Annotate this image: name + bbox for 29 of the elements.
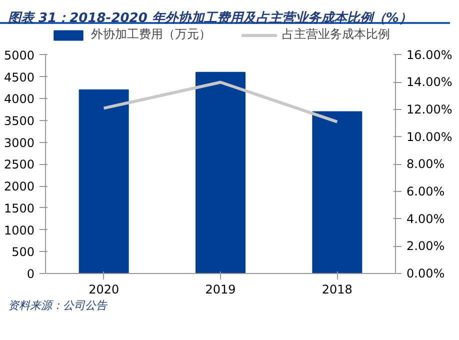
bar bbox=[196, 72, 246, 274]
y-tick-label: 1500 bbox=[4, 201, 35, 216]
y-tick-label: 2500 bbox=[4, 158, 35, 172]
x-tick-label: 2019 bbox=[205, 282, 236, 296]
y-tick-label: 2000 bbox=[4, 180, 35, 194]
y2-tick-label: 0.00% bbox=[406, 266, 445, 280]
y2-tick-label: 8.00% bbox=[406, 157, 445, 172]
y-tick-label: 4000 bbox=[4, 92, 35, 106]
y-tick-label: 4500 bbox=[4, 70, 35, 84]
y-tick-label: 5000 bbox=[4, 48, 35, 62]
y-tick-label: 3000 bbox=[4, 136, 35, 150]
y2-tick-label: 6.00% bbox=[406, 184, 445, 199]
y2-tick-label: 14.00% bbox=[406, 75, 452, 90]
x-tick-label: 2020 bbox=[88, 282, 120, 296]
legend-label: 外协加工费用（万元） bbox=[91, 26, 211, 43]
text: 资料来源：公司公告 bbox=[8, 298, 107, 314]
x-tick-label: 2018 bbox=[322, 282, 352, 296]
y-tick-label: 500 bbox=[12, 245, 34, 260]
bar bbox=[78, 89, 129, 274]
bar bbox=[312, 111, 362, 274]
y2-tick-label: 16.00% bbox=[406, 48, 452, 62]
y-tick-label: 3500 bbox=[4, 114, 35, 128]
legend-label: 占主营业务成本比例 bbox=[282, 26, 390, 43]
y2-tick-label: 2.00% bbox=[406, 239, 445, 254]
y2-tick-label: 12.00% bbox=[406, 102, 452, 117]
y-tick-label: 0 bbox=[26, 267, 35, 281]
y2-tick-label: 10.00% bbox=[406, 130, 452, 144]
y2-tick-label: 4.00% bbox=[406, 212, 445, 226]
y-tick-label: 1000 bbox=[4, 223, 35, 238]
